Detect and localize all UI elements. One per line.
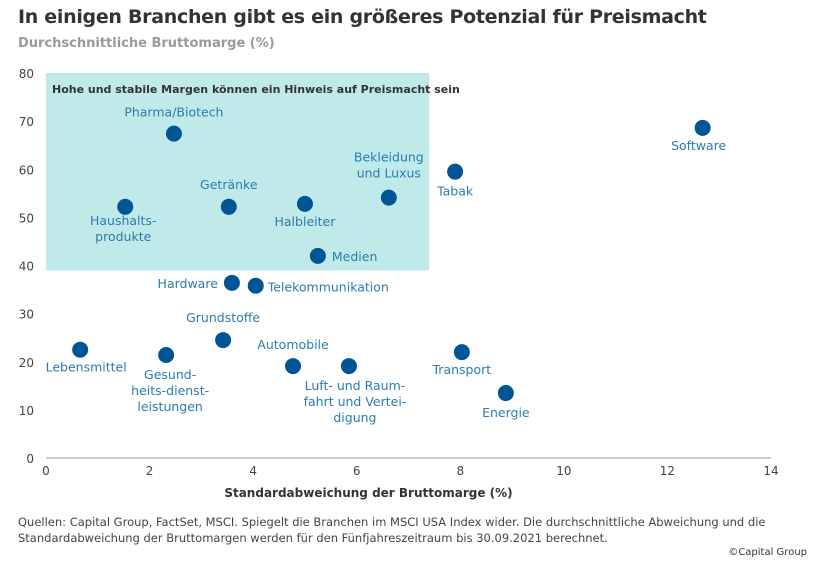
point-label: Hardware: [158, 276, 219, 291]
copyright: ©Capital Group: [728, 547, 807, 558]
point-label: Transport: [432, 362, 492, 377]
highlight-label: Hohe und stabile Margen können ein Hinwe…: [52, 83, 460, 96]
point-label: Gesund-heits-dienst-leistungen: [131, 367, 209, 414]
data-point: [215, 332, 232, 349]
point-label: Software: [671, 138, 726, 153]
y-tick-label: 0: [26, 452, 34, 466]
data-point: [165, 125, 182, 142]
x-axis-title: Standardabweichung der Bruttomarge (%): [224, 486, 512, 500]
data-point: [220, 198, 237, 215]
y-tick-label: 70: [19, 115, 34, 129]
data-point: [117, 198, 134, 215]
point-label: Automobile: [257, 337, 329, 352]
x-tick-label: 6: [353, 464, 361, 478]
y-tick-label: 20: [19, 356, 34, 370]
x-tick-label: 8: [456, 464, 464, 478]
y-tick-label: 50: [19, 211, 34, 225]
data-point: [497, 385, 514, 402]
x-tick-label: 2: [146, 464, 154, 478]
point-label: Energie: [482, 405, 530, 420]
point-label: Medien: [332, 249, 378, 264]
data-point: [296, 195, 313, 212]
point-label: Bekleidung und Luxus: [354, 150, 424, 181]
point-label: Lebensmittel: [46, 360, 127, 375]
x-tick-label: 12: [660, 464, 675, 478]
point-label: Grundstoffe: [186, 310, 260, 325]
data-point: [72, 341, 89, 358]
highlight-region: [46, 73, 430, 271]
data-point: [453, 344, 470, 361]
point-label: Luft- und Raum-fahrt und Vertei-digung: [304, 378, 407, 425]
y-tick-label: 30: [19, 308, 34, 322]
data-point: [247, 277, 264, 294]
data-point: [309, 247, 326, 264]
data-point: [285, 358, 302, 375]
y-tick-label: 80: [19, 67, 34, 81]
data-point: [447, 163, 464, 180]
x-tick-label: 14: [763, 464, 778, 478]
data-point: [223, 274, 240, 291]
point-label: Telekommunikation: [267, 280, 389, 295]
y-tick-label: 60: [19, 163, 34, 177]
y-axis-title: Durchschnittliche Bruttomarge (%): [18, 36, 275, 51]
point-label: Getränke: [200, 177, 258, 192]
data-point: [158, 347, 175, 364]
data-point: [694, 119, 711, 136]
chart-title: In einigen Branchen gibt es ein größeres…: [18, 6, 707, 28]
data-point: [340, 358, 357, 375]
x-tick-label: 0: [42, 464, 50, 478]
y-tick-label: 10: [19, 404, 34, 418]
source-note: Quellen: Capital Group, FactSet, MSCI. S…: [18, 515, 766, 545]
x-tick-label: 10: [556, 464, 571, 478]
point-label: Tabak: [436, 184, 474, 199]
point-label: Pharma/Biotech: [124, 105, 223, 120]
point-label: Halbleiter: [275, 214, 337, 229]
data-point: [380, 189, 397, 206]
y-tick-label: 40: [19, 260, 34, 274]
point-label: Haushalts-produkte: [90, 213, 156, 244]
x-tick-label: 4: [249, 464, 257, 478]
